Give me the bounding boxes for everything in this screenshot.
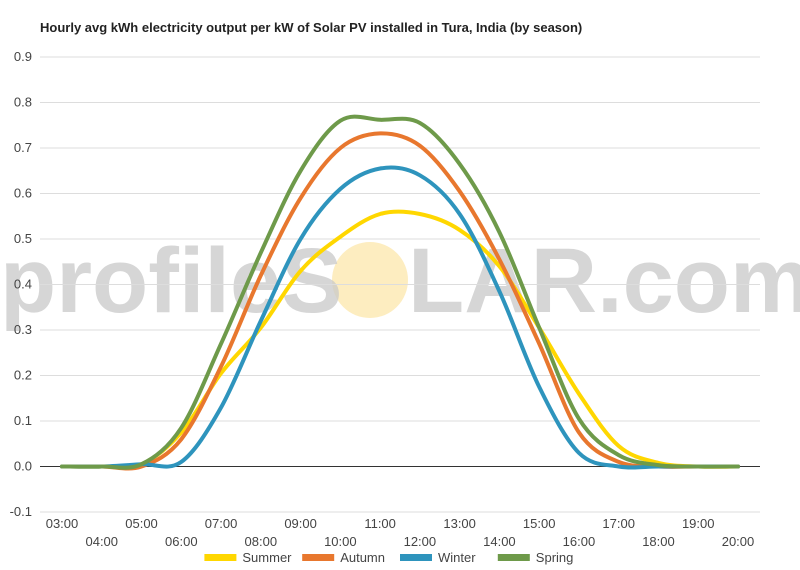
y-tick-label: 0.6 [14,186,32,201]
legend-item-winter[interactable]: Winter [400,550,476,565]
watermark-sun [332,242,408,318]
legend: Summer Autumn Winter Spring [204,550,573,565]
x-tick-label: 07:00 [205,516,238,531]
legend-label: Summer [242,550,292,565]
y-tick-label: 0.5 [14,231,32,246]
x-tick-label: 11:00 [364,516,396,531]
x-tick-label: 10:00 [324,534,357,549]
x-tick-label: 12:00 [404,534,437,549]
chart-title: Hourly avg kWh electricity output per kW… [40,20,583,35]
x-tick-label: 09:00 [284,516,317,531]
x-tick-label: 16:00 [563,534,596,549]
x-tick-label: 19:00 [682,516,715,531]
x-tick-label: 18:00 [642,534,675,549]
x-tick-label: 08:00 [245,534,278,549]
y-axis-ticks: -0.1 0.0 0.1 0.2 0.3 0.4 0.5 0.6 0.7 0.8 0.9 [10,49,32,519]
y-tick-label: 0.0 [14,459,32,474]
x-tick-label: 05:00 [125,516,158,531]
grid [40,56,760,513]
series-line-winter [60,165,740,470]
legend-label: Winter [438,550,476,565]
x-tick-label: 03:00 [46,516,79,531]
y-tick-label: 0.8 [14,95,32,110]
x-tick-label: 14:00 [483,534,516,549]
watermark: profileS LAR.com [0,230,800,332]
series-line-summer [60,209,740,470]
y-tick-label: 0.1 [14,413,32,428]
x-tick-label: 15:00 [523,516,556,531]
series-line-autumn [60,131,740,471]
legend-swatch [302,554,335,561]
legend-label: Autumn [340,550,385,565]
x-tick-label: 04:00 [85,534,118,549]
legend-item-summer[interactable]: Summer [204,550,292,565]
legend-item-autumn[interactable]: Autumn [302,550,385,565]
y-tick-label: -0.1 [10,504,32,519]
y-tick-label: 0.7 [14,140,32,155]
x-axis-ticks: 03:00 04:00 05:00 06:00 07:00 08:00 09:00 10:00… [46,516,755,549]
legend-swatch [497,554,530,561]
legend-swatch [400,554,432,561]
x-tick-label: 13:00 [443,516,476,531]
x-tick-label: 20:00 [722,534,755,549]
legend-item-spring[interactable]: Spring [497,550,574,565]
series-lines [60,114,740,471]
legend-label: Spring [536,550,574,565]
watermark-text-right: LAR.com [408,230,800,332]
series-line-spring [60,114,740,470]
y-tick-label: 0.4 [14,277,32,292]
y-tick-label: 0.3 [14,322,32,337]
legend-swatch [204,554,237,561]
x-tick-label: 06:00 [165,534,198,549]
y-tick-label: 0.9 [14,49,32,64]
watermark-text-left: profileS [0,230,342,332]
y-tick-label: 0.2 [14,368,32,383]
x-tick-label: 17:00 [602,516,635,531]
